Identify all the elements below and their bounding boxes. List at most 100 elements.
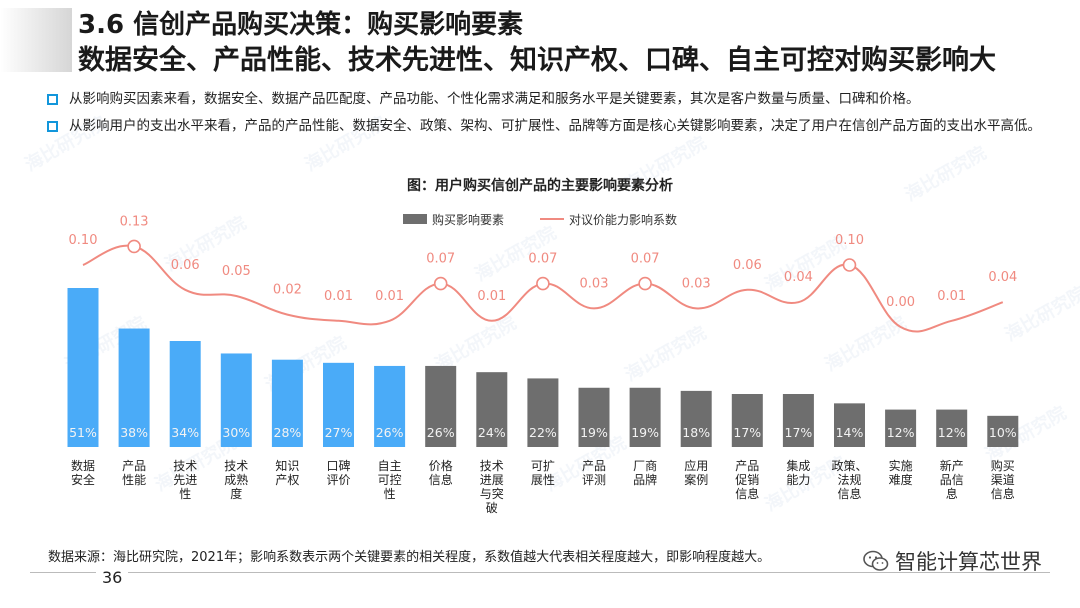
- x-tick-label: 政策、法规信息: [831, 459, 867, 501]
- bar-value-label: 26%: [427, 425, 455, 440]
- x-tick-label: 数据安全: [71, 458, 95, 487]
- line-value-label: 0.10: [835, 233, 864, 248]
- line-point-marker: [536, 276, 550, 291]
- line-value-label: 0.03: [682, 276, 711, 291]
- bar-value-label: 51%: [69, 425, 97, 440]
- line-value-label: 0.07: [528, 252, 557, 267]
- bar-value-label: 18%: [682, 425, 710, 440]
- bar-value-label: 38%: [120, 425, 148, 440]
- line-value-label: 0.00: [886, 295, 915, 310]
- bar: [169, 341, 201, 447]
- bar-value-label: 26%: [376, 425, 404, 440]
- bar: [220, 353, 252, 447]
- line-value-label: 0.07: [631, 252, 660, 267]
- line-value-label: 0.04: [784, 270, 813, 285]
- x-tick-label: 实施难度: [889, 458, 913, 487]
- bar: [67, 288, 99, 447]
- bar-value-label: 22%: [529, 425, 557, 440]
- bar-value-label: 12%: [887, 425, 915, 440]
- bar-value-label: 10%: [989, 425, 1017, 440]
- wechat-icon: [863, 550, 889, 571]
- line-value-label: 0.01: [324, 289, 353, 304]
- x-tick-label: 自主可控性: [378, 459, 402, 501]
- bar-value-label: 19%: [631, 425, 659, 440]
- page-title: 3.6 信创产品购买决策：购买影响要素: [78, 10, 524, 40]
- bar: [987, 415, 1019, 447]
- bar: [425, 365, 457, 447]
- line-value-label: 0.06: [171, 258, 200, 273]
- bar-value-label: 24%: [478, 425, 506, 440]
- x-tick-label: 技术成熟度: [224, 459, 248, 501]
- bar: [936, 409, 968, 447]
- bar: [885, 409, 917, 447]
- bar: [476, 372, 508, 447]
- x-tick-label: 应用案例: [684, 458, 708, 487]
- legend-label-line: 对议价能力影响系数: [569, 212, 677, 227]
- x-tick-label: 购买渠道信息: [991, 458, 1015, 501]
- x-tick-label: 产品评测: [582, 459, 606, 487]
- bar: [680, 390, 712, 447]
- line-value-label: 0.01: [937, 289, 966, 304]
- bar: [731, 394, 763, 447]
- bar-value-label: 19%: [580, 425, 608, 440]
- x-tick-label: 价格信息: [429, 458, 453, 487]
- bar: [271, 359, 303, 447]
- bullet-square-icon: [47, 94, 58, 105]
- x-tick-label: 技术先进性: [173, 459, 197, 501]
- bar: [629, 387, 661, 447]
- data-source-note: 数据来源：海比研究院，2021年；影响系数表示两个关键要素的相关程度，系数值越大…: [48, 550, 771, 565]
- header-accent-bar: [0, 8, 72, 72]
- bar-value-label: 17%: [733, 425, 761, 440]
- line-value-label: 0.04: [988, 270, 1017, 285]
- x-tick-label: 产品促销信息: [735, 459, 759, 501]
- line-value-label: 0.05: [222, 264, 251, 279]
- bar: [323, 362, 354, 447]
- chart-title: 图：用户购买信创产品的主要影响要素分析: [407, 177, 673, 194]
- bar-value-label: 12%: [938, 425, 966, 440]
- line-value-label: 0.01: [375, 289, 404, 304]
- bullet-square-icon: [47, 121, 58, 132]
- line-value-label: 0.10: [69, 233, 98, 248]
- bullet-item: 从影响购买因素来看，数据安全、数据产品匹配度、产品功能、个性化需求满足和服务水平…: [47, 90, 1069, 108]
- x-tick-label: 新产品信息: [940, 458, 964, 501]
- line-point-marker: [842, 258, 857, 272]
- bar-value-label: 30%: [222, 425, 250, 440]
- bar-value-label: 14%: [836, 425, 864, 440]
- line-point-marker: [433, 276, 448, 291]
- line-value-label: 0.07: [426, 252, 455, 267]
- bar: [527, 378, 559, 447]
- brand-name: 智能计算芯世界: [895, 550, 1042, 574]
- x-tick-label: 厂商品牌: [633, 458, 657, 487]
- legend-label-bars: 购买影响要素: [432, 212, 504, 227]
- bullet-text: 从影响用户的支出水平来看，产品的产品性能、数据安全、政策、架构、可扩展性、品牌等…: [69, 118, 1041, 134]
- bar-value-label: 28%: [274, 425, 302, 440]
- legend-swatch-bars: [403, 214, 427, 224]
- x-tick-label: 技术进展与突破: [480, 459, 504, 515]
- bar-value-label: 17%: [785, 425, 813, 440]
- bar: [118, 328, 150, 447]
- x-tick-label: 集成能力: [786, 458, 810, 487]
- bar: [578, 387, 610, 447]
- line-point-marker: [638, 276, 652, 291]
- x-tick-label: 知识产权: [275, 459, 299, 487]
- line-value-label: 0.03: [580, 276, 609, 291]
- line-value-label: 0.02: [273, 283, 302, 298]
- page-number: 36: [96, 568, 129, 587]
- brand-signature: 智能计算芯世界: [863, 546, 1042, 576]
- bullet-text: 从影响购买因素来看，数据安全、数据产品匹配度、产品功能、个性化需求满足和服务水平…: [69, 91, 920, 107]
- line-value-label: 0.13: [120, 214, 149, 229]
- bar: [782, 394, 814, 447]
- line-point-marker: [127, 239, 141, 254]
- bullet-item: 从影响用户的支出水平来看，产品的产品性能、数据安全、政策、架构、可扩展性、品牌等…: [47, 117, 1069, 135]
- bar: [374, 365, 406, 447]
- line-value-label: 0.06: [733, 258, 762, 273]
- page-subtitle: 数据安全、产品性能、技术先进性、知识产权、口碑、自主可控对购买影响大: [78, 45, 996, 76]
- footer-divider: [30, 572, 1050, 573]
- line-value-label: 0.01: [477, 289, 506, 304]
- x-tick-label: 产品性能: [122, 459, 146, 487]
- bar: [834, 403, 865, 447]
- bar-value-label: 27%: [325, 425, 353, 440]
- x-tick-label: 可扩展性: [531, 459, 555, 487]
- x-tick-label: 口碑评价: [326, 458, 350, 487]
